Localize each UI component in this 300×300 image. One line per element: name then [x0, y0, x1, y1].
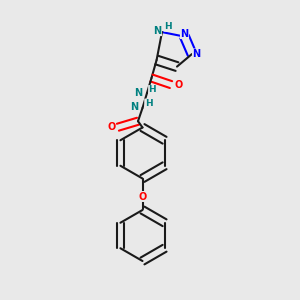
Text: N: N: [192, 49, 201, 59]
Text: H: H: [164, 22, 172, 31]
Text: N: N: [134, 88, 143, 98]
Text: O: O: [107, 122, 116, 132]
Text: H: H: [148, 85, 156, 94]
Text: O: O: [138, 191, 147, 202]
Text: H: H: [145, 99, 152, 108]
Text: O: O: [174, 80, 183, 90]
Text: N: N: [153, 26, 162, 36]
Text: N: N: [180, 28, 189, 39]
Text: N: N: [130, 101, 138, 112]
